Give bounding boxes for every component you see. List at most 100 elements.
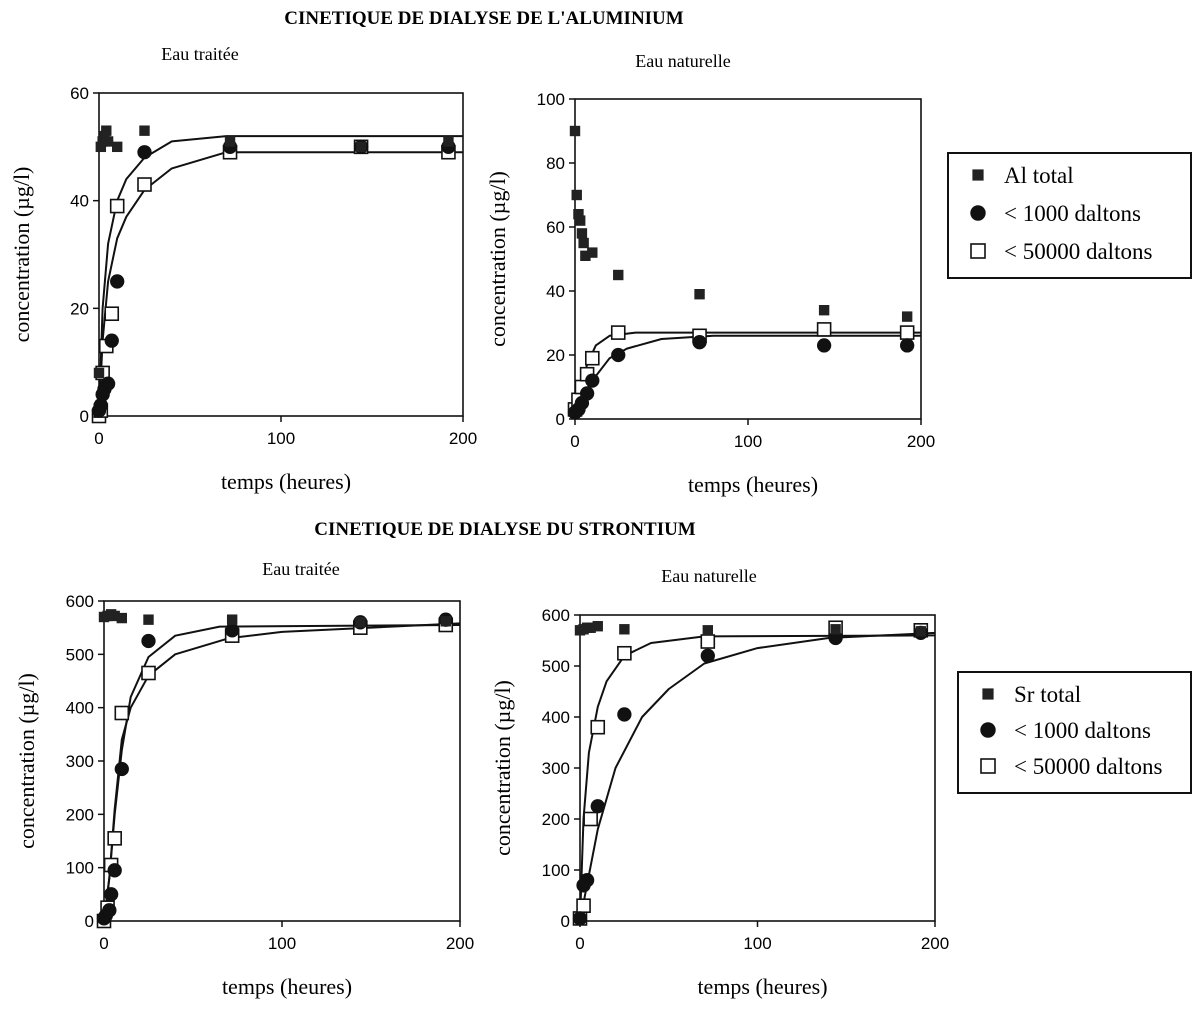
- y-tick-label: 500: [542, 657, 570, 676]
- legend-label: Al total: [1004, 163, 1074, 188]
- y-tick-label: 0: [561, 912, 570, 931]
- data-point: [610, 325, 626, 340]
- y-tick-label: 600: [542, 606, 570, 625]
- data-point: [107, 831, 122, 846]
- legend-marker: [970, 243, 986, 259]
- y-axis-label: concentration (µg/l): [490, 680, 515, 856]
- series-filled-circle: [96, 612, 453, 926]
- y-tick-label: 300: [66, 752, 94, 771]
- series-filled-circle: [91, 139, 456, 418]
- data-point: [443, 136, 454, 147]
- data-point: [102, 136, 114, 147]
- data-point: [225, 623, 240, 638]
- data-point: [107, 863, 122, 878]
- y-tick-label: 200: [66, 805, 94, 824]
- series-filled-square: [98, 609, 451, 628]
- data-point: [112, 141, 123, 153]
- y-tick-label: 60: [546, 218, 565, 237]
- data-point: [700, 634, 716, 649]
- data-point: [93, 367, 105, 379]
- y-tick-label: 80: [546, 154, 565, 173]
- legend-marker: [982, 688, 994, 700]
- data-point: [585, 622, 596, 633]
- x-tick-label: 100: [267, 429, 295, 448]
- fit-curve-2: [98, 151, 463, 417]
- x-tick-label: 200: [907, 432, 935, 451]
- x-tick-label: 200: [449, 429, 477, 448]
- data-point: [702, 625, 713, 636]
- y-tick-label: 0: [556, 410, 565, 429]
- chart-al-eau-naturelle: Eau naturelle 0 20 40 60 80 100 0 100 200 temps (h…: [485, 51, 935, 497]
- y-tick-label: 40: [70, 192, 89, 211]
- legend-box: [957, 671, 1192, 794]
- data-point: [592, 621, 603, 632]
- section-title-aluminium: CINETIQUE DE DIALYSE DE L'ALUMINIUM: [284, 8, 683, 29]
- y-tick-label: 100: [542, 861, 570, 880]
- plot-frame: [98, 92, 464, 417]
- data-point: [816, 338, 832, 353]
- fit-curve-1: [98, 135, 463, 417]
- data-point: [617, 645, 632, 661]
- panel-title: Eau traitée: [161, 44, 238, 64]
- x-tick-label: 100: [268, 934, 296, 953]
- y-tick-label: 600: [66, 592, 94, 611]
- data-point: [816, 322, 832, 337]
- data-point: [137, 145, 152, 160]
- data-point: [590, 799, 605, 814]
- data-point: [617, 707, 632, 722]
- data-point: [226, 614, 238, 625]
- data-point: [619, 624, 630, 635]
- data-point: [355, 617, 366, 628]
- data-point: [571, 189, 582, 201]
- data-point: [99, 130, 110, 142]
- legend-marker: [972, 169, 984, 181]
- data-point: [587, 247, 598, 258]
- series-open-square: [91, 139, 456, 424]
- data-point: [915, 626, 926, 637]
- data-point: [137, 177, 152, 192]
- data-point: [899, 325, 915, 340]
- data-point: [102, 903, 117, 918]
- panel-title: Eau traitée: [262, 559, 339, 579]
- data-point: [583, 811, 598, 827]
- legend-marker: [970, 205, 986, 221]
- data-point: [830, 624, 841, 635]
- legend-label: < 1000 daltons: [1014, 718, 1151, 743]
- data-point: [900, 338, 915, 353]
- data-point: [97, 136, 108, 147]
- data-point: [104, 306, 120, 322]
- y-tick-label: 500: [66, 645, 94, 664]
- data-point: [585, 373, 600, 388]
- x-axis-label: temps (heures): [221, 469, 351, 494]
- panel-title: Eau naturelle: [661, 566, 756, 586]
- x-tick-label: 200: [921, 934, 949, 953]
- legend-label: Sr total: [1014, 682, 1081, 707]
- y-tick-label: 400: [66, 699, 94, 718]
- y-tick-label: 20: [70, 299, 89, 318]
- y-axis-label: concentration (µg/l): [9, 167, 34, 343]
- data-point: [224, 136, 236, 147]
- y-axis-label: concentration (µg/l): [14, 673, 39, 849]
- data-point: [572, 911, 588, 926]
- data-point: [579, 386, 595, 401]
- data-point: [576, 898, 591, 914]
- fit-curve-1: [579, 634, 936, 922]
- y-tick-label: 40: [546, 282, 565, 301]
- y-tick-label: 100: [537, 90, 565, 109]
- fit-curve-2: [579, 631, 936, 922]
- data-point: [694, 289, 705, 300]
- x-axis-label: temps (heures): [222, 974, 352, 999]
- chart-al-eau-traitee: Eau traitée 0 20 40 60 0 100 200 temps (heures) c…: [9, 44, 477, 494]
- y-tick-label: 200: [542, 810, 570, 829]
- legend-label: < 50000 daltons: [1014, 754, 1162, 779]
- section-title-strontium: CINETIQUE DE DIALYSE DU STRONTIUM: [314, 519, 696, 540]
- data-point: [141, 633, 156, 649]
- y-tick-label: 0: [85, 912, 94, 931]
- x-tick-label: 100: [743, 934, 771, 953]
- x-axis-label: temps (heures): [688, 472, 818, 497]
- data-point: [101, 125, 112, 136]
- data-point: [901, 311, 913, 322]
- y-tick-label: 400: [542, 708, 570, 727]
- data-point: [109, 610, 120, 622]
- y-tick-label: 20: [546, 346, 565, 365]
